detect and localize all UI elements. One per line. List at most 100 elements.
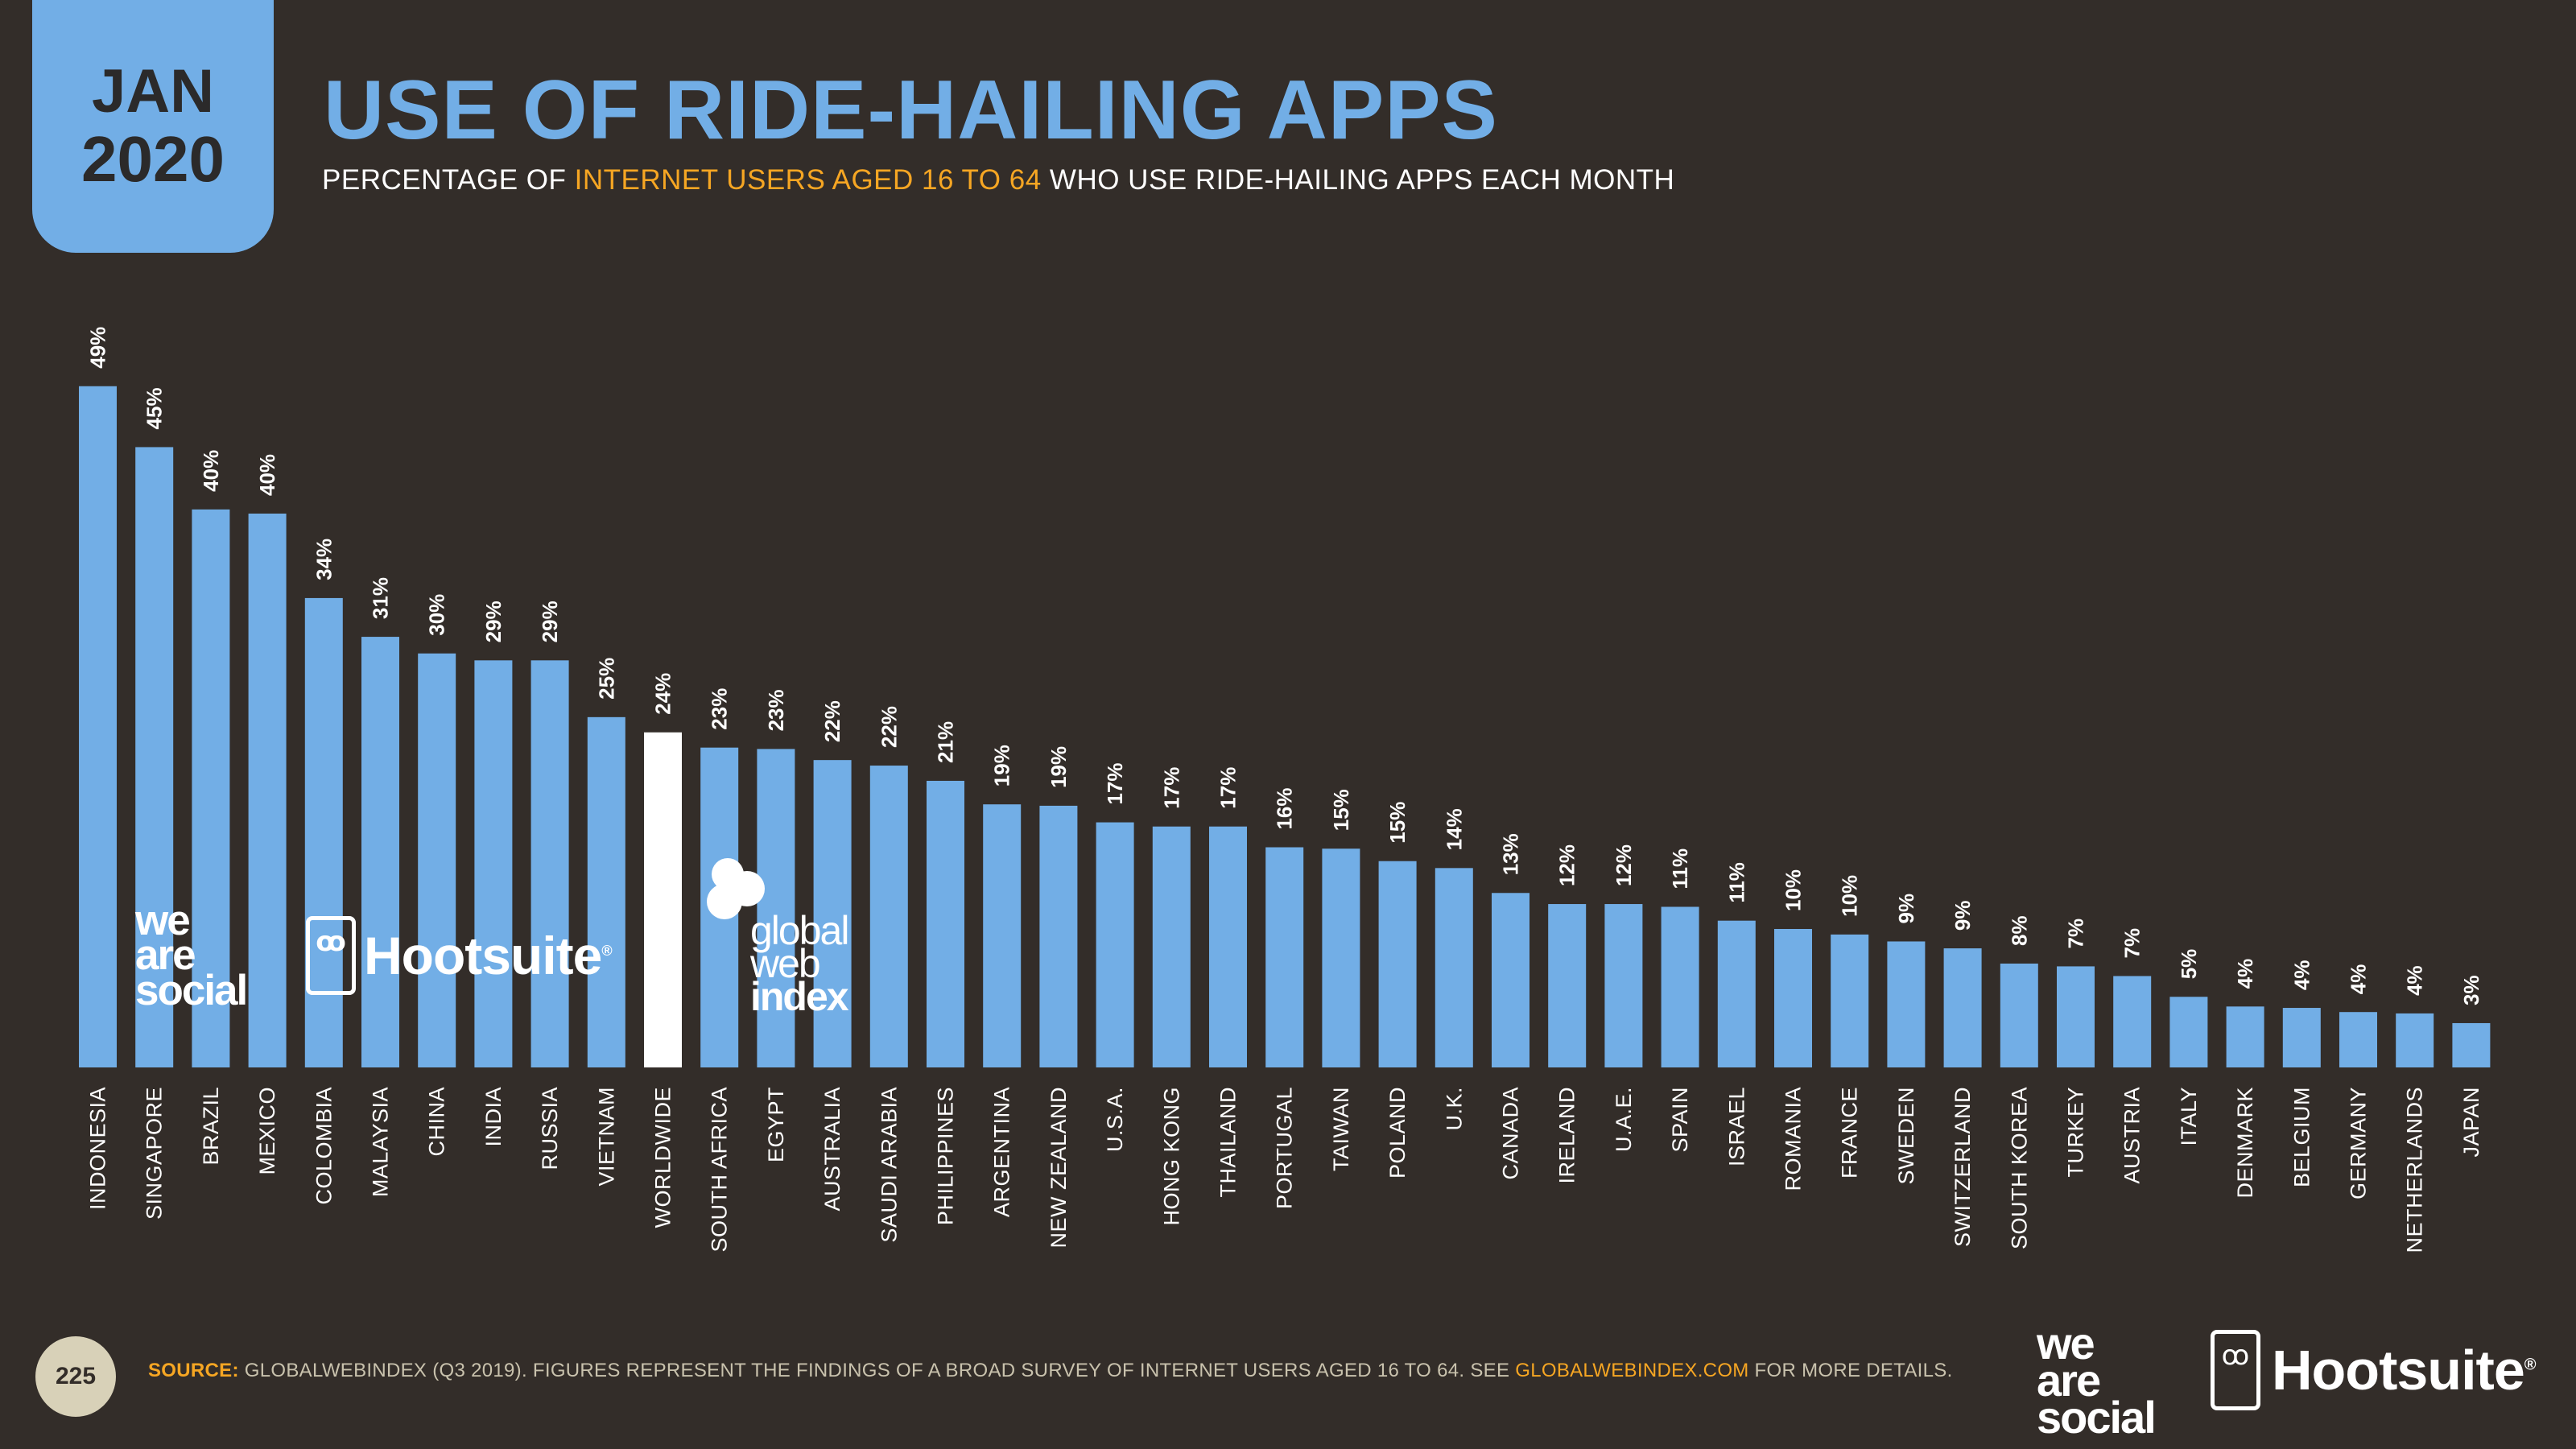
category-label: MALAYSIA [369,1087,393,1197]
logo-social-line-2: are [2037,1354,2101,1406]
value-label: 19% [990,745,1014,786]
bar-belgium [2282,1008,2321,1067]
source-label: SOURCE: [148,1360,239,1381]
category-label: U.S.A. [1103,1087,1127,1152]
category-label: ARGENTINA [990,1087,1014,1217]
bar-egypt [757,749,795,1067]
logo-social-line-1: we [2037,1318,2095,1368]
category-label: FRANCE [1838,1087,1862,1179]
bar-sweden [1887,941,1926,1067]
page-number: 225 [35,1336,116,1417]
bar-india [474,660,513,1067]
social-line-2: are [135,931,196,980]
value-label: 40% [199,450,223,492]
category-label: ITALY [2177,1087,2201,1146]
bar-brazil [192,509,230,1067]
value-label: 23% [764,689,788,731]
bar-philippines [927,780,964,1067]
category-label: NETHERLANDS [2403,1087,2427,1253]
category-label: INDIA [481,1087,506,1147]
category-label: THAILAND [1216,1087,1241,1198]
category-label: SOUTH AFRICA [708,1087,732,1253]
bar-netherlands [2396,1013,2434,1067]
bar-israel [1717,920,1756,1067]
category-label: U.A.E. [1612,1087,1636,1152]
owl-icon: ꝏ [306,916,356,995]
category-label: AUSTRIA [2120,1087,2145,1184]
source-end: FOR MORE DETAILS. [1754,1360,1953,1381]
bar-spain [1661,906,1699,1067]
gwi-bubble-icon [707,858,765,919]
value-label: 7% [2120,928,2145,959]
bar-romania [1774,929,1812,1067]
value-label: 17% [1159,767,1183,809]
category-label: CANADA [1499,1087,1523,1180]
category-label: ISRAEL [1724,1087,1748,1166]
hootsuite-watermark: ꝏ Hootsuite® [306,916,613,995]
category-label: BELGIUM [2289,1087,2314,1187]
value-label: 22% [877,706,901,748]
bar-indonesia [79,386,117,1067]
category-label: PORTUGAL [1273,1087,1297,1209]
bar-france [1831,934,1869,1067]
bar-germany [2339,1012,2377,1067]
value-label: 30% [425,594,449,636]
category-label: HONG KONG [1159,1087,1183,1226]
value-label: 15% [1329,789,1353,831]
category-label: COLOMBIA [312,1087,336,1205]
source-link[interactable]: GLOBALWEBINDEX.COM [1515,1360,1749,1381]
hootsuite-logo-text: Hootsuite® [2272,1339,2536,1402]
value-label: 4% [2403,965,2427,996]
hootsuite-watermark-text: Hootsuite® [364,926,613,985]
date-badge: JAN 2020 [32,0,274,253]
category-label: U.K. [1442,1087,1466,1131]
gwi-line-3: index [750,974,849,1019]
value-label: 16% [1273,787,1297,829]
value-label: 3% [2459,975,2483,1005]
bar-portugal [1265,847,1304,1067]
category-label: AUSTRALIA [820,1087,844,1212]
value-label: 11% [1668,848,1692,890]
subtitle-highlight: INTERNET USERS AGED 16 TO 64 [574,164,1042,196]
category-label: EGYPT [764,1087,788,1162]
owl-logo-icon: ꝏ [2211,1330,2260,1410]
value-label: 8% [2007,915,2031,946]
category-label: SPAIN [1668,1087,1692,1153]
category-label: GERMANY [2347,1087,2371,1199]
value-label: 14% [1442,808,1466,850]
category-label: SINGAPORE [142,1087,167,1220]
category-label: DENMARK [2233,1087,2257,1199]
value-label: 25% [594,658,618,700]
value-label: 4% [2233,959,2257,989]
category-label: PHILIPPINES [934,1087,958,1225]
value-label: 49% [86,327,110,369]
hootsuite-logo: ꝏ Hootsuite® [2211,1330,2536,1410]
value-label: 23% [708,688,732,730]
value-label: 12% [1555,844,1579,886]
bar-austria [2113,976,2152,1067]
category-label: IRELAND [1555,1087,1579,1184]
category-label: MEXICO [255,1087,279,1175]
bar-u-s-a- [1096,822,1134,1067]
bar-switzerland [1943,948,1982,1067]
subtitle-post: WHO USE RIDE-HAILING APPS EACH MONTH [1049,164,1675,196]
value-label: 5% [2177,949,2201,980]
value-label: 11% [1724,862,1748,903]
value-label: 22% [820,700,844,742]
date-month: JAN [91,56,215,126]
we-are-social-watermark: we are social [135,899,248,1012]
category-label: SAUDI ARABIA [877,1087,901,1243]
bar-ireland [1548,904,1587,1067]
gwi-line-1: global [750,908,849,953]
we-are-social-logo: we are social [2037,1318,2157,1440]
value-label: 19% [1046,746,1071,788]
date-year: 2020 [81,122,225,195]
category-label: NEW ZEALAND [1046,1087,1071,1249]
bar-argentina [983,804,1022,1067]
value-label: 12% [1612,844,1636,886]
bar-u-k- [1435,868,1473,1067]
value-label: 34% [312,539,336,580]
category-label: POLAND [1385,1087,1410,1179]
bar-mexico [248,514,287,1067]
